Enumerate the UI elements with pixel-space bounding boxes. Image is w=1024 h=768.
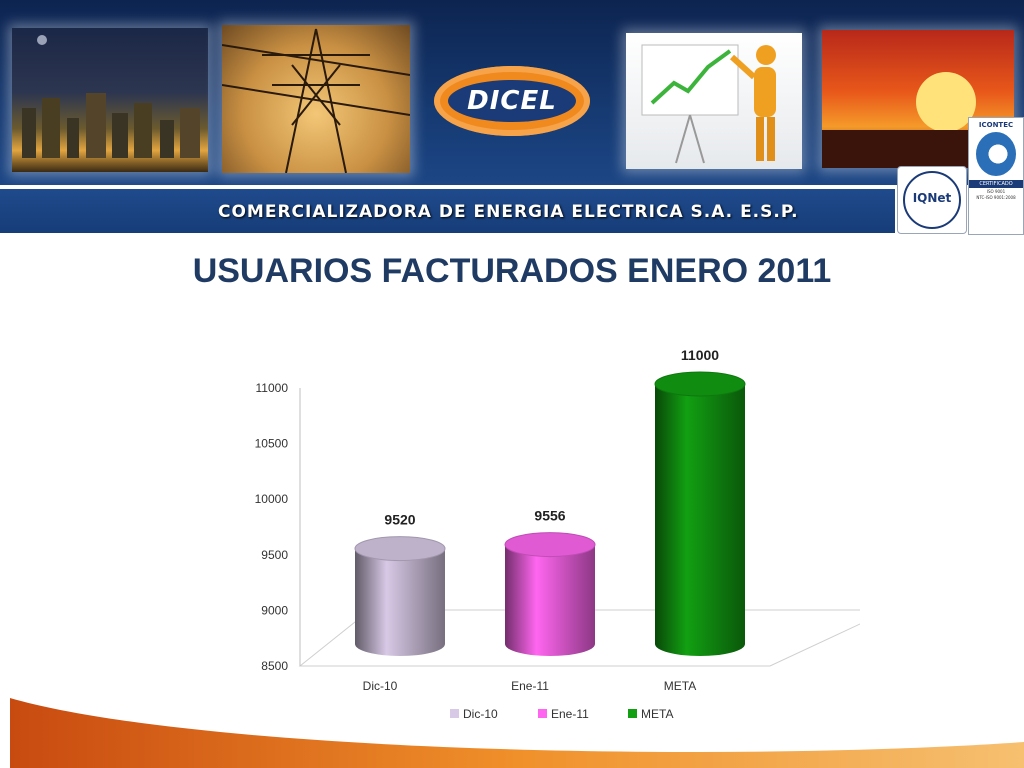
iqnet-seal-icon: [903, 171, 961, 229]
icontec-brand: ICONTEC: [978, 121, 1014, 129]
icontec-standard: ISO 9001: [986, 189, 1006, 194]
y-tick-label: 10000: [255, 492, 289, 506]
company-name: COMERCIALIZADORA DE ENERGIA ELECTRICA S.…: [218, 202, 799, 222]
power-tower-photo: [222, 25, 410, 173]
y-tick-label: 9500: [261, 548, 288, 562]
legend-swatch: [450, 709, 459, 718]
bar-top-meta: [654, 371, 746, 397]
slide-title: USUARIOS FACTURADOS ENERO 2011: [192, 252, 832, 290]
growth-chart-figure-photo: [626, 33, 802, 169]
y-tick-label: 10500: [255, 437, 289, 451]
icontec-label: CERTIFICADO: [969, 180, 1023, 188]
bar-chart: 8500 9000 9500 10000 10500 11000 9520 Dic-10 955…: [255, 347, 860, 721]
dicel-logo-text: DICEL: [448, 80, 576, 122]
iqnet-name: IQNet: [912, 191, 952, 205]
bar-dic-10: [355, 548, 445, 656]
iqnet-certificate: IQNet: [897, 166, 967, 234]
bar-top-ene-11: [504, 532, 596, 558]
icontec-certificate: ICONTEC CERTIFICADO ISO 9001 NTC-ISO 900…: [968, 117, 1024, 235]
header-divider: [0, 185, 1024, 189]
y-tick-label: 9000: [261, 603, 288, 617]
legend-entry: META: [641, 707, 673, 721]
bar-meta: [655, 384, 745, 656]
icontec-logo-icon: [976, 132, 1016, 176]
x-tick-label: Ene-11: [511, 679, 549, 693]
y-tick-label: 8500: [261, 659, 288, 673]
x-tick-label: META: [664, 679, 696, 693]
legend-swatch: [538, 709, 547, 718]
data-label: 11000: [681, 347, 719, 363]
y-tick-label: 11000: [256, 381, 289, 395]
decorative-swoosh: [10, 698, 1024, 768]
company-band: [0, 189, 895, 233]
bar-top-dic-10: [354, 536, 446, 562]
city-night-photo: [12, 28, 208, 172]
legend-entry: Ene-11: [551, 707, 589, 721]
bar-ene-11: [505, 544, 595, 656]
dicel-logo: DICEL: [434, 66, 590, 136]
data-label: 9556: [534, 508, 565, 524]
icontec-ntc: NTC-ISO 9001:2008: [976, 195, 1016, 200]
data-label: 9520: [384, 512, 415, 528]
legend-entry: Dic-10: [463, 707, 498, 721]
legend-swatch: [628, 709, 637, 718]
x-tick-label: Dic-10: [363, 679, 398, 693]
